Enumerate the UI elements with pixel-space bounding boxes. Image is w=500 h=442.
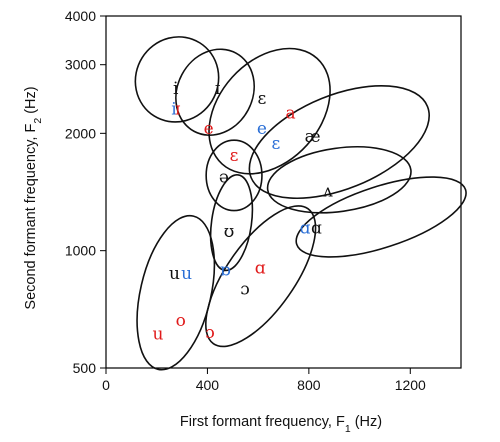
axis-ticks: 0 400 800 1200 500 1000 2000 3000 4000 bbox=[65, 8, 426, 393]
x-tick-label: 800 bbox=[297, 377, 321, 393]
y-tick-label: 1000 bbox=[65, 243, 96, 259]
y-tick-label: 2000 bbox=[65, 125, 96, 141]
vowel-point: ɛ bbox=[271, 134, 280, 154]
y-axis-label: Second formant frequency, F2 (Hz) bbox=[23, 86, 44, 309]
x-tick-label: 1200 bbox=[395, 377, 426, 393]
vowel-region bbox=[134, 36, 220, 123]
vowel-point: ʊ bbox=[224, 222, 235, 242]
vowel-point: i bbox=[171, 100, 177, 120]
vowel-region bbox=[175, 48, 255, 136]
y-tick-label: 500 bbox=[73, 360, 97, 376]
vowel-point: u bbox=[169, 264, 180, 284]
vowel-point: ɛ bbox=[258, 89, 267, 109]
vowel-point: ə bbox=[219, 168, 229, 188]
vowel-region bbox=[248, 84, 430, 200]
vowel-region bbox=[205, 139, 263, 212]
vowel-point: u bbox=[181, 264, 192, 284]
vowel-point: ɒ bbox=[220, 260, 231, 280]
vowel-region bbox=[266, 146, 412, 214]
vowel-point: ɪ bbox=[215, 79, 221, 99]
vowel-point: æ bbox=[305, 127, 321, 147]
vowel-point: ɛ bbox=[230, 146, 239, 166]
vowel-point: i bbox=[173, 79, 179, 99]
vowel-point: e bbox=[204, 119, 214, 139]
plot-border bbox=[105, 15, 462, 369]
vowel-point: ɑ bbox=[300, 218, 311, 238]
vowel-point: o bbox=[176, 311, 186, 331]
vowel-point: ɔ bbox=[205, 323, 215, 343]
vowel-point: ɑ bbox=[311, 218, 322, 238]
vowel-point: e bbox=[257, 119, 267, 139]
vowel-region bbox=[208, 47, 331, 175]
y-tick-label: 3000 bbox=[65, 57, 96, 73]
x-tick-label: 0 bbox=[102, 377, 110, 393]
vowel-regions bbox=[134, 36, 467, 371]
x-axis-label: First formant frequency, F1 (Hz) bbox=[180, 414, 382, 435]
vowel-point: ɔ bbox=[240, 280, 250, 300]
x-tick-label: 400 bbox=[196, 377, 220, 393]
vowel-region bbox=[205, 205, 317, 348]
vowel-point: u bbox=[153, 324, 164, 344]
y-tick-label: 4000 bbox=[65, 8, 96, 24]
vowel-point: ɪ bbox=[175, 100, 181, 120]
vowel-point: a bbox=[286, 103, 296, 123]
vowel-point: ɑ bbox=[255, 259, 266, 279]
vowel-region bbox=[295, 176, 467, 258]
plot-frame bbox=[105, 15, 462, 369]
vowel-point: ʌ bbox=[322, 181, 333, 201]
